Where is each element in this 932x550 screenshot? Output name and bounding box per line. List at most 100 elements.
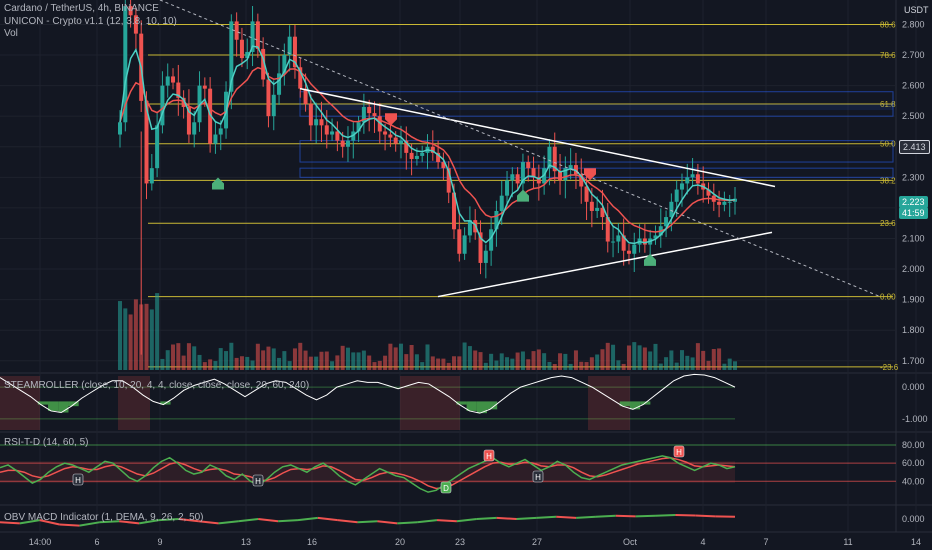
volume-bar [690,357,695,370]
price-axis[interactable]: 2.8002.7002.6002.5002.4002.3002.2002.100… [902,19,928,524]
volume-bar [727,358,732,370]
trendline-drawings[interactable] [159,0,881,298]
volume-bar [160,358,165,370]
candle-body [340,140,345,147]
candle-body [128,6,133,16]
rsi-annotation-label: H [535,473,541,482]
candle-body [478,232,483,263]
obv-macd-segment [436,519,457,523]
candle-body [589,201,594,211]
volume-bar [165,350,170,370]
volume-bar [616,360,621,370]
volume-bar [298,342,303,370]
volume-bar [462,342,467,370]
rsi-signal-line [0,456,736,490]
price-tick-label: 2.300 [902,172,925,182]
obv-macd-segment [456,518,477,523]
volume-bar [648,351,653,370]
obv-macd-segment [138,519,160,525]
obv-macd-segment [397,521,418,525]
obv-macd-segment [595,514,616,518]
volume-bar [457,356,462,370]
volume-bar [446,362,451,370]
candle-body [176,82,181,98]
time-tick-label: 27 [532,537,542,547]
obv-macd-segment [476,516,497,520]
moving-averages [119,45,736,245]
volume-bar [452,356,457,370]
obv-macd-segment [695,514,716,518]
volume-bar [213,361,218,370]
volume-bar [176,343,181,370]
buy-signal-arrow [212,177,224,190]
volume-bar [197,354,202,370]
price-tick-label: 2.500 [902,111,925,121]
volume-bar [208,359,213,370]
candle-body [489,229,494,251]
volume-bar [234,357,239,370]
volume-bar [202,362,207,370]
indicator-legend-steamroller[interactable]: STEAMROLLER (close, 10, 20, 4, 4, close,… [4,380,310,391]
candle-body [695,174,700,184]
volume-bar [149,309,154,370]
volume-bar [536,349,541,370]
indicator-legend-vol[interactable]: Vol [4,28,18,39]
dashed-trendline [159,0,881,298]
volume-bar [425,344,430,370]
steamroller-histogram [48,401,59,411]
time-tick-label: 13 [241,537,251,547]
time-tick-label: 6 [94,537,99,547]
volume-bar [436,358,441,370]
volume-bar [393,347,398,370]
volume-bar [505,357,510,370]
candle-body [467,220,472,236]
currency-label[interactable]: USDT [904,5,929,15]
volume-bar [340,345,345,370]
candle-body [324,125,329,135]
fib-retracement[interactable]: 88.6 78.6 61.8 50.0 38.2 23.6 0.00 -23.6 [148,20,899,372]
volume-bar [642,347,647,370]
time-tick-label: 7 [763,537,768,547]
candle-body [626,250,631,254]
volume-bar [499,353,504,370]
candle-body [292,36,297,68]
symbol-title: Cardano / TetherUS, 4h, BINANCE [4,3,159,14]
indicator-legend-unicon[interactable]: UNICON - Crypto v1.1 (12, 3.8, 10, 10) [4,16,177,27]
candle-body [727,201,732,203]
steamroller-zone [0,376,40,430]
volume-bar [324,351,329,370]
triangle-upper-trendline [299,87,776,188]
rsi-annotation-label: H [676,448,682,457]
rsi-annotation-label: H [255,477,261,486]
candle-body [372,113,377,117]
volume-bar [430,356,435,370]
fib-zone-box [299,140,894,163]
fib-level-label: 88.6 [880,20,896,29]
candle-body [361,107,366,123]
volume-bar [271,348,276,370]
volume-bar [558,353,563,370]
candle-body [499,195,504,211]
rsi-annotation-badge [483,449,495,462]
volume-bar [669,350,674,370]
steamroller-histogram [629,401,641,410]
candle-body [446,168,451,193]
time-axis[interactable]: 14:00 6 9 13 16 20 23 27 Oct 4 7 11 14 [29,537,921,547]
volume-bar [552,363,557,370]
indicator-legend-obv[interactable]: OBV MACD Indicator (1, DEMA, 9, 26, 2, 5… [4,512,204,523]
steamroller-zone [118,376,150,430]
candle-body [563,168,568,181]
volume-bar [351,352,356,370]
volume-bar [186,343,191,370]
volume-bar [733,361,737,370]
volume-bar [245,356,250,370]
time-tick-label: 23 [455,537,465,547]
candle-body [515,174,520,184]
price-tag-current: 2.223 [899,196,928,208]
fib-level-label: 78.6 [880,51,896,60]
indicator-legend-rsi[interactable]: RSI-T-D (14, 60, 5) [4,437,89,448]
candle-body [218,128,223,135]
volume-bar [303,350,308,370]
candle-body [118,122,122,135]
